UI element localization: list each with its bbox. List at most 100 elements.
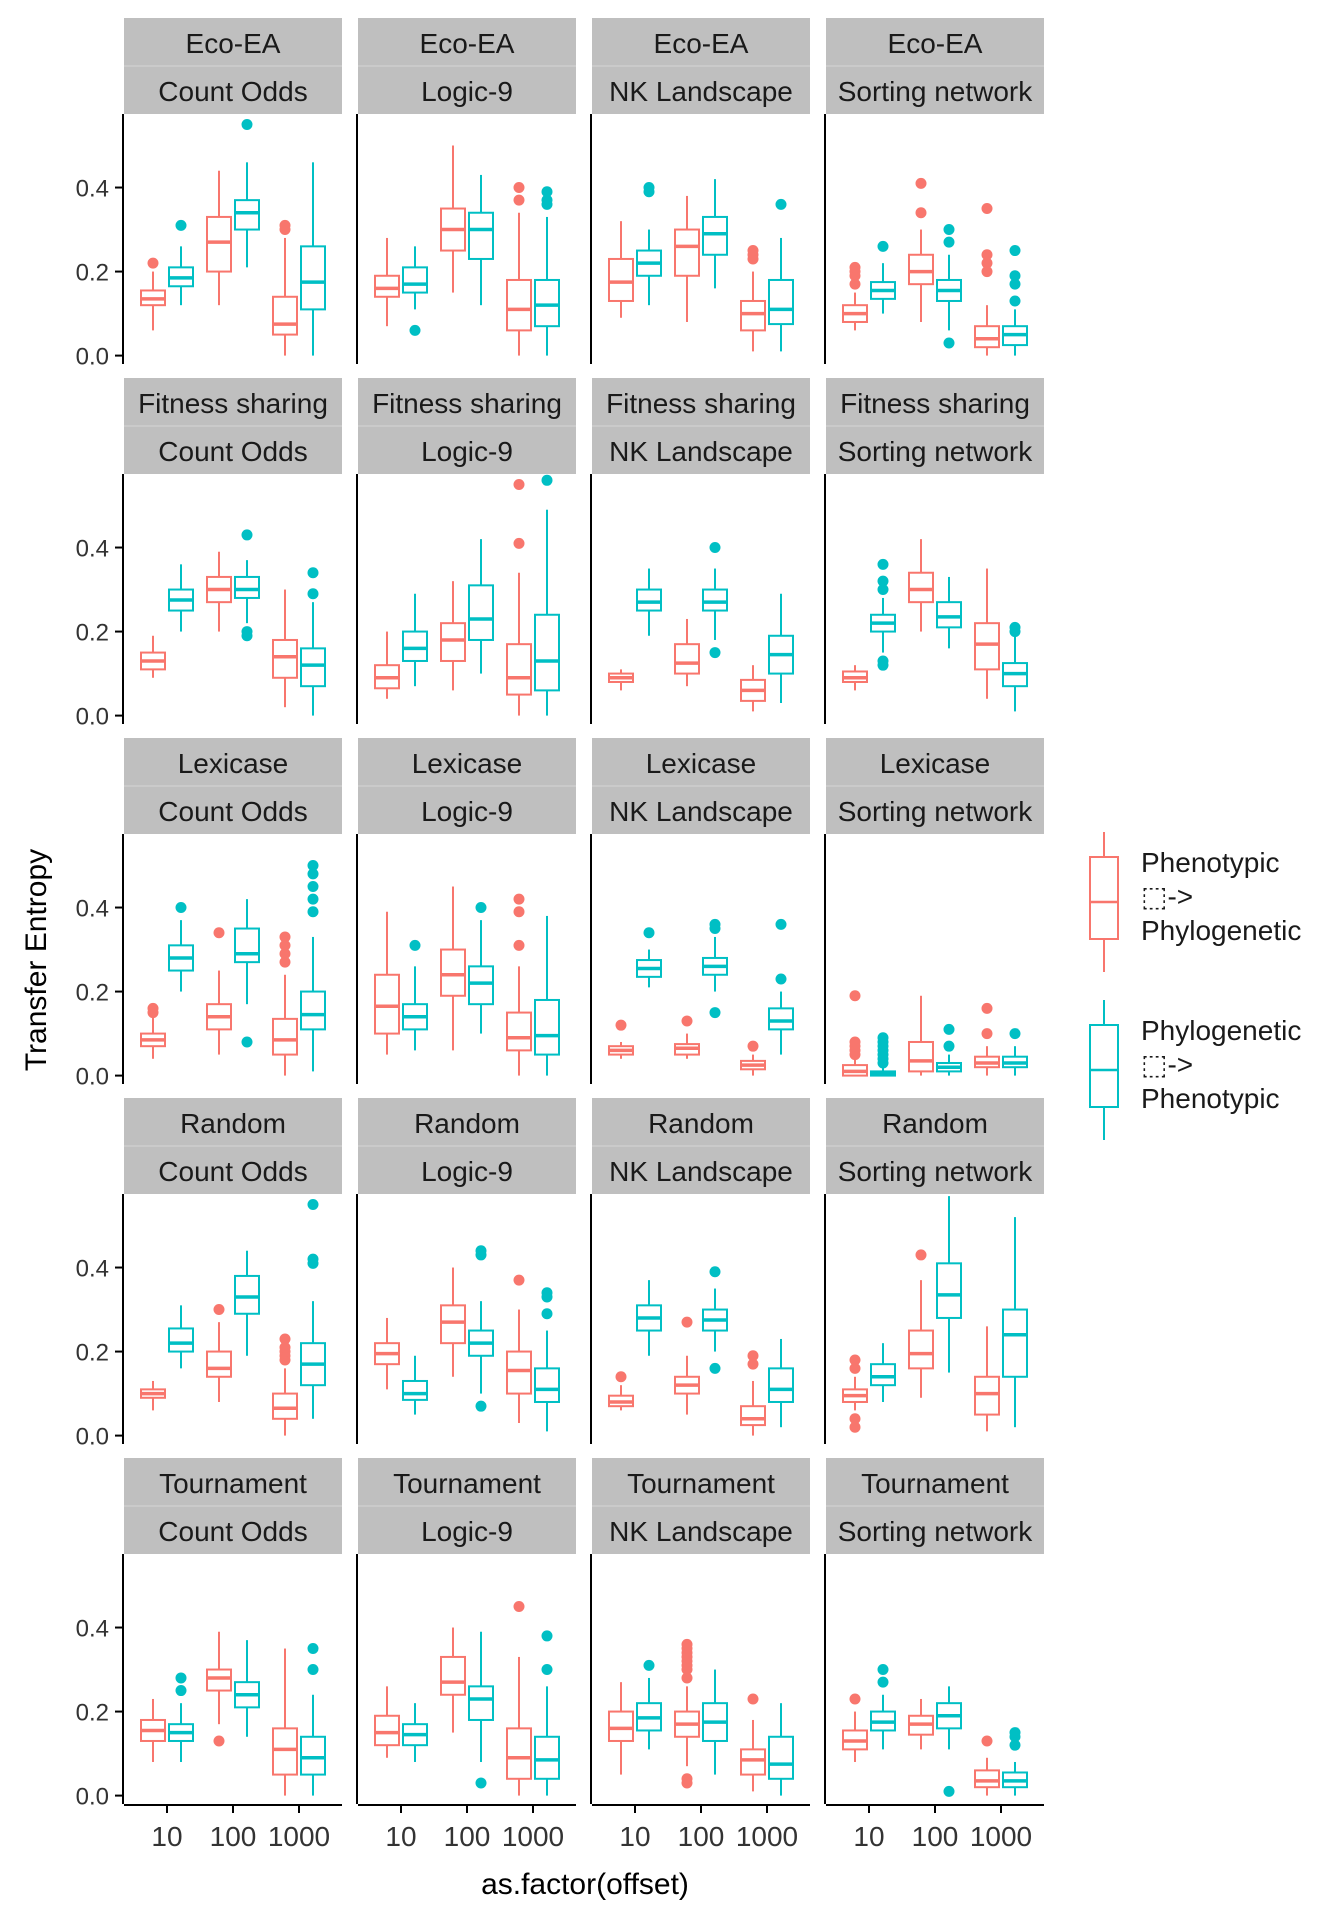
y-tick-label: 0.0 [76, 704, 109, 731]
y-tick-label: 0.4 [76, 536, 109, 563]
facet-label-problem: Sorting network [838, 436, 1034, 467]
outlier-point [279, 1333, 291, 1345]
box-pheno_to_phylo-100 [440, 581, 466, 691]
box-phylo_to_pheno-10 [870, 1032, 896, 1077]
box-pheno_to_phylo-1000 [974, 568, 1000, 699]
box-pheno_to_phylo-100 [206, 551, 232, 632]
outlier-point [877, 584, 889, 596]
outlier-point [877, 655, 889, 667]
facet-label-problem: Sorting network [838, 1156, 1034, 1187]
facet-panel: Eco-EA Count Odds 0.0 0.2 0.4 [76, 18, 342, 371]
box-iqr [468, 1685, 494, 1721]
box-iqr [234, 199, 260, 231]
outlier-point [775, 918, 787, 930]
box-pheno_to_phylo-10 [842, 261, 868, 331]
box-iqr [206, 215, 232, 273]
outlier-point [849, 1421, 861, 1433]
box-phylo_to_pheno-1000 [1002, 1727, 1028, 1796]
outlier-point [241, 626, 253, 638]
box-phylo_to_pheno-1000 [300, 1199, 326, 1419]
box-iqr [768, 1367, 794, 1403]
box-pheno_to_phylo-1000 [740, 1350, 766, 1436]
x-tick-label: 1000 [970, 1821, 1032, 1852]
box-pheno_to_phylo-1000 [740, 1693, 766, 1792]
legend-label-line: Phenotypic [1141, 847, 1280, 878]
facet-panel: Eco-EA NK Landscape [590, 18, 810, 364]
box-iqr [974, 1769, 1000, 1789]
facet-panel: Tournament Count Odds 0.0 0.2 0.4 10 100 1000 [76, 1458, 342, 1852]
facet-label-selection: Random [414, 1108, 520, 1139]
facet-label-selection: Fitness sharing [138, 388, 328, 419]
box-pheno_to_phylo-10 [608, 1371, 634, 1411]
box-phylo_to_pheno-1000 [1002, 1028, 1028, 1076]
box-iqr [768, 1735, 794, 1780]
outlier-point [279, 1341, 291, 1353]
box-iqr [870, 1363, 896, 1387]
facet-panel: Lexicase Sorting network [824, 738, 1044, 1084]
box-pheno_to_phylo-10 [374, 631, 400, 699]
box-phylo_to_pheno-100 [936, 1686, 962, 1797]
outlier-point [1009, 278, 1021, 290]
outlier-point [1009, 295, 1021, 307]
y-tick-label: 0.2 [76, 1340, 109, 1367]
y-tick-label: 0.2 [76, 260, 109, 287]
facet-label-problem: Logic-9 [421, 76, 513, 107]
box-phylo_to_pheno-1000 [534, 474, 560, 716]
outlier-point [279, 956, 291, 968]
box-phylo_to_pheno-100 [936, 224, 962, 349]
outlier-point [307, 906, 319, 918]
outlier-point [849, 990, 861, 1002]
y-tick-label: 0.2 [76, 620, 109, 647]
outlier-point [279, 948, 291, 960]
box-pheno_to_phylo-10 [374, 911, 400, 1055]
facet-label-problem: Logic-9 [421, 796, 513, 827]
facet-panel: Fitness sharing NK Landscape [590, 378, 810, 724]
outlier-point [849, 1036, 861, 1048]
outlier-point [307, 1253, 319, 1265]
y-tick-label: 0.4 [76, 1616, 109, 1643]
outlier-point [943, 337, 955, 349]
legend-label-line: Phenotypic [1141, 1083, 1280, 1114]
box-pheno_to_phylo-100 [674, 1638, 700, 1789]
outlier-point [541, 1664, 553, 1676]
box-pheno_to_phylo-100 [440, 886, 466, 1051]
outlier-point [307, 881, 319, 893]
outlier-point [877, 575, 889, 587]
facet-label-selection: Random [648, 1108, 754, 1139]
outlier-point [475, 1777, 487, 1789]
box-pheno_to_phylo-1000 [506, 1274, 532, 1423]
outlier-point [213, 1304, 225, 1316]
box-pheno_to_phylo-100 [674, 1015, 700, 1059]
outlier-point [615, 1019, 627, 1031]
y-tick-label: 0.0 [76, 1064, 109, 1091]
box-iqr [506, 643, 532, 696]
box-iqr [440, 948, 466, 997]
outlier-point [1009, 245, 1021, 257]
box-pheno_to_phylo-10 [374, 237, 400, 327]
box-phylo_to_pheno-100 [234, 1250, 260, 1356]
box-pheno_to_phylo-10 [842, 990, 868, 1077]
box-iqr [374, 274, 400, 298]
facet-label-problem: Count Odds [158, 1516, 307, 1547]
box-pheno_to_phylo-100 [440, 1627, 466, 1733]
box-phylo_to_pheno-100 [936, 576, 962, 649]
box-pheno_to_phylo-100 [206, 1304, 232, 1402]
box-phylo_to_pheno-100 [936, 1196, 962, 1373]
outlier-point [513, 906, 525, 918]
outlier-point [877, 1032, 889, 1044]
box-iqr [468, 211, 494, 260]
outlier-point [307, 1664, 319, 1676]
box-pheno_to_phylo-10 [140, 1002, 166, 1059]
facet-label-problem: Count Odds [158, 796, 307, 827]
box-phylo_to_pheno-1000 [534, 915, 560, 1076]
facet-panel: Eco-EA Logic-9 [356, 18, 576, 364]
outlier-point [943, 224, 955, 236]
outlier-point [709, 1362, 721, 1374]
outlier-point [241, 1036, 253, 1048]
box-iqr [534, 998, 560, 1056]
outlier-point [147, 257, 159, 269]
outlier-point [513, 182, 525, 194]
outlier-point [981, 257, 993, 269]
facet-panel: Fitness sharing Sorting network [824, 378, 1044, 724]
